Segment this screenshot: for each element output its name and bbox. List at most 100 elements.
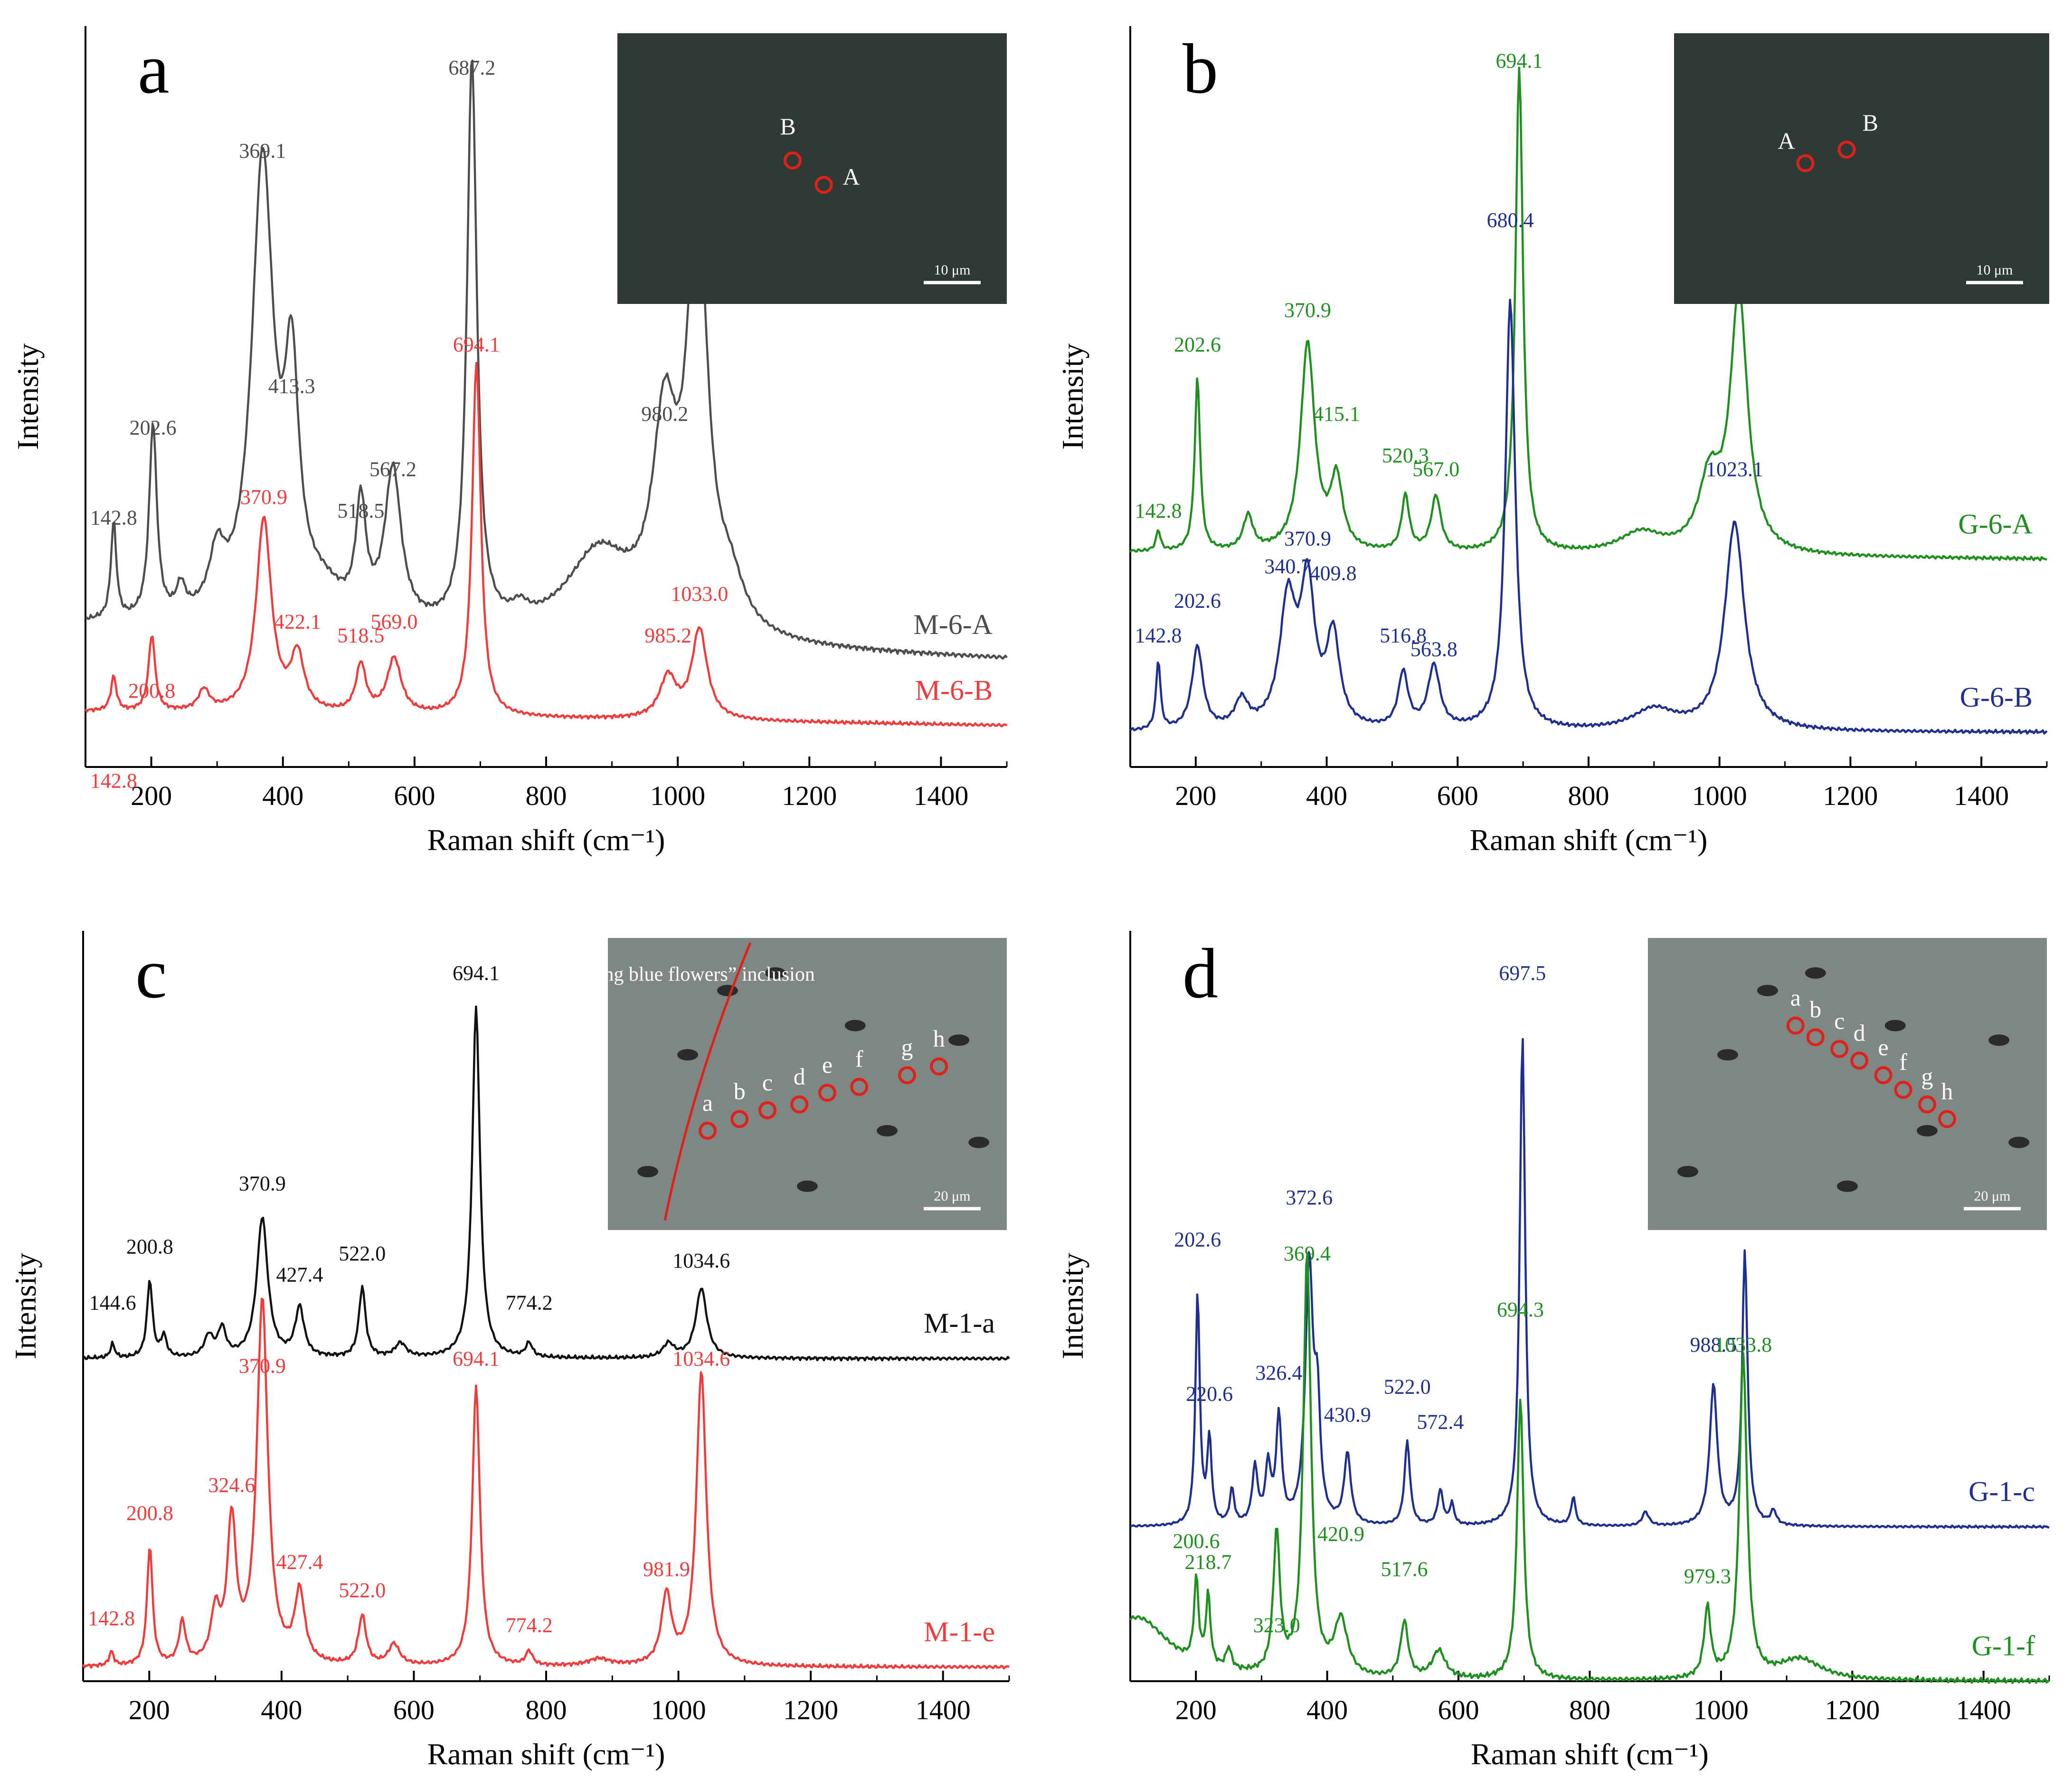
measure-point-label: B <box>780 113 795 140</box>
peak-label: 370.9 <box>1284 527 1331 550</box>
peak-label: 985.2 <box>644 624 691 647</box>
x-tick-label: 1000 <box>1692 780 1747 811</box>
panel-d: 200 400 600 800 1000 1200 1400 Raman shift (cm⁻… <box>1056 931 2050 1771</box>
series-line-G-1-c <box>1129 1038 2050 1529</box>
y-axis-label: Intensity <box>1056 1253 1089 1359</box>
panel-letter: c <box>135 934 167 1013</box>
measure-point-label: h <box>933 1025 945 1052</box>
inset-speck <box>968 1136 990 1148</box>
measure-point-label: c <box>1834 1008 1845 1034</box>
inset-micrograph: 20 μm a b c d e f g h “floating blue flowers” inc… <box>553 938 1007 1230</box>
series-label: M-6-A <box>913 609 993 640</box>
inset-speck <box>677 1049 698 1060</box>
measure-point-label: h <box>1941 1078 1953 1104</box>
x-tick-label: 600 <box>394 780 435 811</box>
panel-letter: a <box>138 29 170 108</box>
x-tick-label: 800 <box>526 1694 567 1725</box>
peak-label: 202.6 <box>130 416 177 439</box>
x-tick-label: 1000 <box>1694 1694 1749 1725</box>
peak-label: 774.2 <box>506 1614 553 1637</box>
x-tick-label: 400 <box>1306 1694 1348 1725</box>
peak-label: 517.6 <box>1381 1558 1428 1581</box>
peak-label: 142.8 <box>1135 624 1182 647</box>
peak-label: 427.4 <box>276 1551 323 1574</box>
x-tick-label: 1000 <box>650 780 705 811</box>
scale-bar-label: 20 μm <box>1974 1188 2011 1204</box>
x-tick-label: 1200 <box>783 1694 838 1725</box>
peak-label: 326.4 <box>1255 1361 1302 1384</box>
x-tick-label: 1000 <box>651 1694 706 1725</box>
x-tick-label: 200 <box>1175 780 1216 811</box>
peak-label: 988.5 <box>1690 1333 1737 1356</box>
peak-label: 369.4 <box>1284 1242 1331 1265</box>
peak-label: 520.3 <box>1382 444 1429 467</box>
peak-label: 142.8 <box>90 769 137 793</box>
x-axis-label: Raman shift (cm⁻¹) <box>427 1737 665 1771</box>
peak-label: 202.6 <box>1174 333 1221 356</box>
inset-image <box>1674 33 2049 304</box>
measure-point-label: b <box>734 1078 746 1104</box>
peak-label: 370.9 <box>239 1354 286 1377</box>
peak-label: 370.9 <box>240 485 287 509</box>
measure-point-label: g <box>901 1034 913 1060</box>
measure-point <box>784 151 802 170</box>
measure-point-label: a <box>1790 984 1801 1011</box>
y-axis-label: Intensity <box>1056 343 1089 450</box>
inset-speck <box>1805 967 1826 979</box>
x-axis-label: Raman shift (cm⁻¹) <box>1470 823 1708 857</box>
measure-point <box>1918 1095 1936 1114</box>
peak-label: 687.2 <box>448 56 495 79</box>
measure-point <box>758 1101 776 1119</box>
peak-label: 324.6 <box>208 1473 255 1496</box>
measure-point-label: A <box>1778 128 1795 154</box>
peak-label: 981.9 <box>643 1558 690 1581</box>
peak-label: 200.8 <box>128 679 175 702</box>
inset-speck <box>797 1180 818 1192</box>
measure-point <box>1874 1066 1892 1085</box>
panel-letter: d <box>1183 934 1218 1013</box>
panel-letter: b <box>1183 29 1218 108</box>
inset-speck <box>1757 984 1778 996</box>
peak-label: 202.6 <box>1174 1228 1221 1251</box>
measure-point <box>1850 1051 1869 1070</box>
peak-label: 694.1 <box>453 333 500 356</box>
peak-label: 694.1 <box>453 961 500 984</box>
series-line-G-6-B <box>1129 299 2048 735</box>
x-tick-label: 200 <box>129 1694 170 1725</box>
series-line-G-1-f <box>1129 1253 2050 1685</box>
peak-label: 774.2 <box>506 1291 553 1314</box>
x-tick-label: 1400 <box>1956 1694 2011 1725</box>
peak-label: 220.6 <box>1186 1382 1233 1405</box>
peak-label: 572.4 <box>1417 1410 1464 1433</box>
measure-point-label: A <box>843 163 860 190</box>
y-axis-label: Intensity <box>9 1253 42 1359</box>
peak-label: 427.4 <box>276 1263 323 1286</box>
scale-bar-label: 10 μm <box>934 262 971 278</box>
peak-label: 202.6 <box>1174 589 1221 613</box>
x-axis-label: Raman shift (cm⁻¹) <box>427 823 665 857</box>
inset-speck <box>877 1125 898 1136</box>
series-line-G-6-A <box>1129 66 2048 562</box>
peak-label: 144.6 <box>89 1291 136 1314</box>
peak-label: 370.9 <box>239 1172 286 1195</box>
measure-point <box>1938 1110 1956 1128</box>
inset-image <box>617 33 1007 304</box>
panel-a: 200 400 600 800 1000 1200 1400 Raman shift (cm⁻… <box>11 26 1008 857</box>
x-tick-label: 1400 <box>913 780 968 811</box>
peak-label: 1033.8 <box>1714 1333 1772 1356</box>
peak-label: 979.3 <box>1684 1564 1731 1588</box>
x-tick-label: 800 <box>1568 780 1609 811</box>
inset-speck <box>948 1034 970 1046</box>
measure-point-label: e <box>1878 1034 1888 1060</box>
peak-label: 567.0 <box>1412 458 1459 481</box>
series-label: G-6-A <box>1958 508 2033 540</box>
panel-c: 200 400 600 800 1000 1200 1400 Raman shift (cm⁻… <box>9 931 1010 1771</box>
measure-point-label: d <box>794 1063 805 1090</box>
x-tick-label: 800 <box>1569 1694 1610 1725</box>
scale-bar-label: 10 μm <box>1977 262 2013 278</box>
peak-label: 1033.0 <box>671 582 728 606</box>
x-axis-label: Raman shift (cm⁻¹) <box>1471 1737 1709 1771</box>
peak-label: 142.8 <box>88 1607 135 1630</box>
series-label: G-1-f <box>1972 1630 2035 1661</box>
